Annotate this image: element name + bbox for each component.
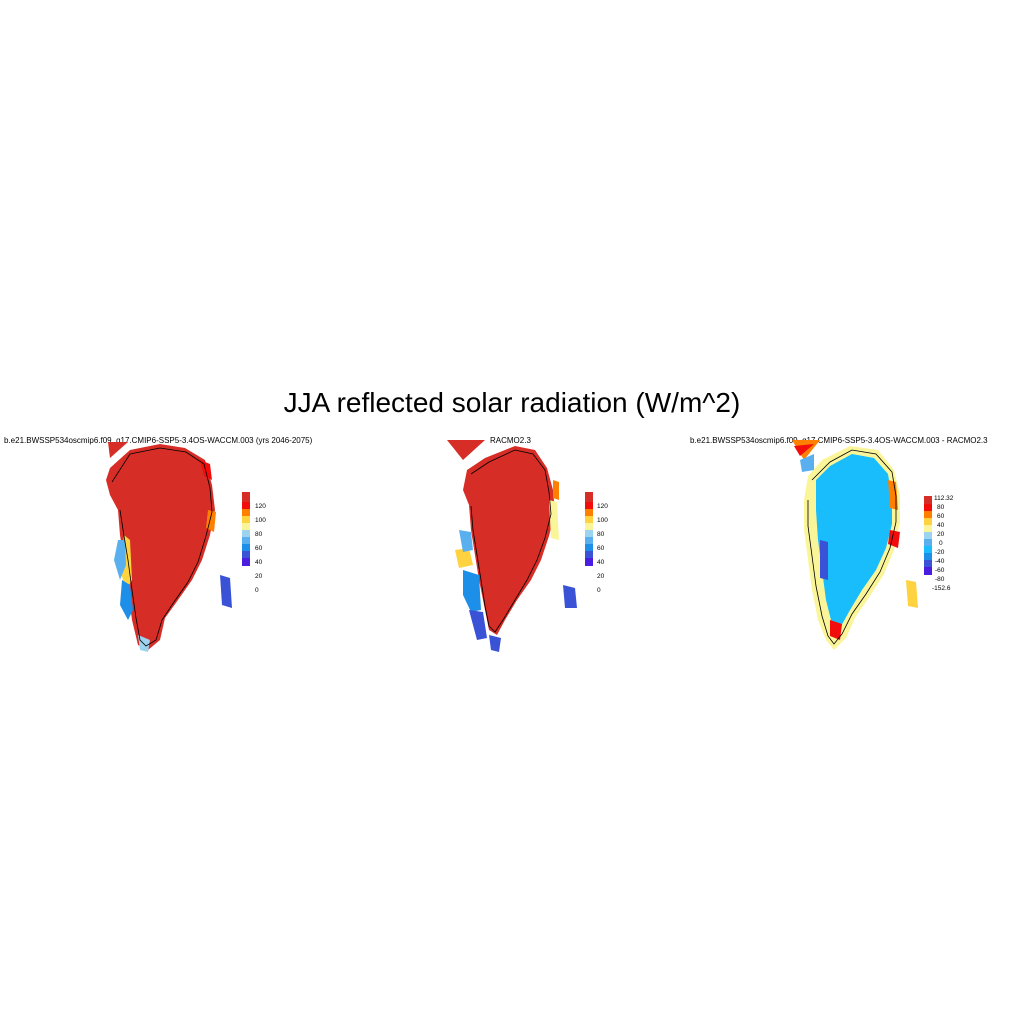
colorbar-difference: 112.32 80 60 40 20 0 -20 -40 -60 -80 -15…: [924, 495, 954, 592]
colorbar-tick: -60: [935, 567, 945, 574]
colorbar-tick: 60: [255, 545, 263, 552]
panel-3-subtitle: b.e21.BWSSP534oscmip6.f09_g17.CMIP6-SSP5…: [690, 436, 988, 445]
panel-1-subtitle: b.e21.BWSSP534oscmip6.f09_g17.CMIP6-SSP5…: [4, 436, 313, 445]
greenland-map-model: [106, 442, 232, 652]
panel-2-map: 120 100 80 60 40 20 0: [447, 440, 608, 652]
greenland-map-racmo: [447, 440, 577, 652]
colorbar-tick: 20: [255, 573, 263, 580]
colorbar-tick: 120: [597, 503, 608, 510]
colorbar-tick: 80: [255, 531, 263, 538]
colorbar-tick: 60: [597, 545, 605, 552]
colorbar-tick: 100: [255, 517, 266, 524]
colorbar-tick: -80: [935, 576, 945, 583]
colorbar-tick: 120: [255, 503, 266, 510]
colorbar-racmo: 120 100 80 60 40 20 0: [585, 492, 608, 594]
colorbar-tick: 112.32: [934, 495, 954, 502]
panel-3-map: 112.32 80 60 40 20 0 -20 -40 -60 -80 -15…: [792, 440, 954, 650]
colorbar-model: 120 100 80 60 40 20 0: [242, 492, 266, 594]
colorbar-tick: -20: [935, 549, 945, 556]
panel-1-map: 120 100 80 60 40 20 0: [106, 442, 266, 652]
colorbar-tick: -40: [935, 558, 945, 565]
colorbar-tick: -152.6: [932, 585, 951, 592]
greenland-map-difference: [792, 440, 918, 650]
colorbar-tick: 20: [937, 531, 945, 538]
colorbar-tick: 60: [937, 513, 945, 520]
colorbar-tick: 80: [937, 504, 945, 511]
colorbar-tick: 40: [255, 559, 263, 566]
figure-title: JJA reflected solar radiation (W/m^2): [283, 387, 741, 418]
colorbar-tick: 40: [597, 559, 605, 566]
colorbar-tick: 0: [939, 540, 943, 547]
colorbar-tick: 0: [255, 587, 259, 594]
colorbar-tick: 20: [597, 573, 605, 580]
colorbar-tick: 0: [597, 587, 601, 594]
colorbar-tick: 40: [937, 522, 945, 529]
panel-2-subtitle: RACMO2.3: [490, 436, 531, 445]
colorbar-tick: 80: [597, 531, 605, 538]
colorbar-tick: 100: [597, 517, 608, 524]
